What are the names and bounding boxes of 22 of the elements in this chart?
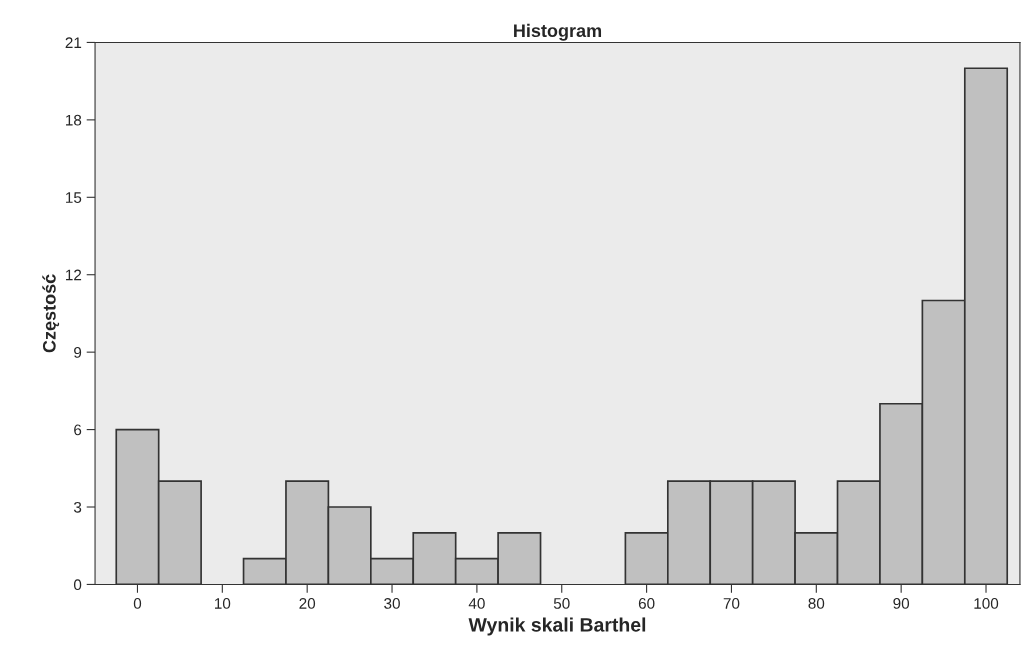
y-tick-label: 0: [73, 579, 82, 591]
y-tick-label: 12: [66, 269, 82, 281]
x-tick-label: 60: [638, 598, 655, 609]
y-tick-label: 6: [74, 424, 82, 436]
x-tick-label: 90: [893, 598, 910, 609]
x-tick-label: 30: [384, 598, 400, 609]
y-tick-label: 18: [66, 114, 82, 126]
y-tick-label: 21: [65, 37, 82, 48]
x-tick-label: 50: [553, 598, 570, 609]
x-tick-label: 40: [468, 598, 485, 609]
x-tick-label: 10: [215, 598, 231, 609]
x-tick-label: 100: [974, 598, 999, 609]
y-tick-label: 3: [73, 501, 82, 513]
x-tick-label: 0: [133, 598, 142, 609]
x-axis-title: Wynik skali Barthel: [468, 617, 646, 636]
chart-title: Histogram: [514, 23, 602, 41]
x-tick-label: 20: [299, 598, 316, 609]
y-tick-label: 9: [74, 347, 82, 358]
x-tick-label: 80: [808, 598, 825, 609]
x-tick-label: 70: [723, 598, 740, 609]
y-axis-title: Częstość: [42, 274, 60, 353]
y-tick-label: 15: [66, 192, 82, 203]
